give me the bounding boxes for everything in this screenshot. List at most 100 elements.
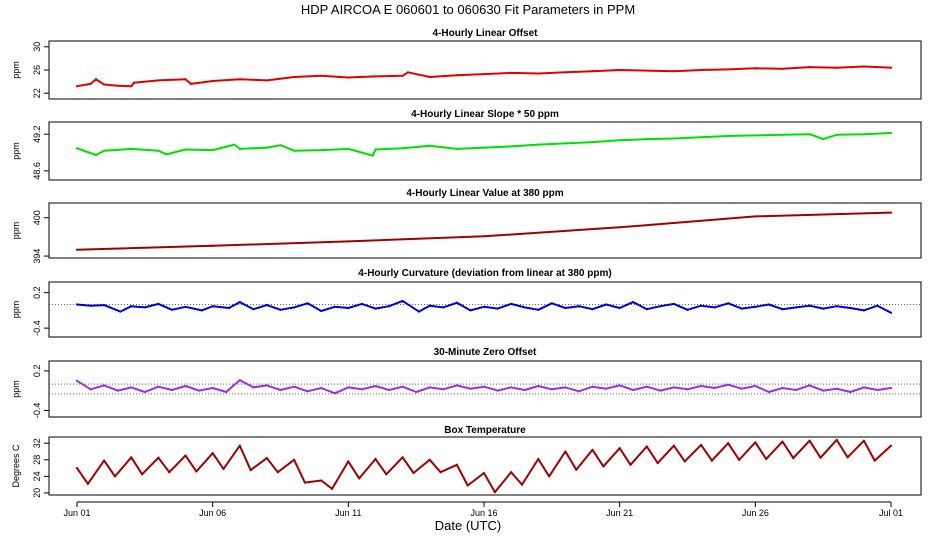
data-point [537,457,540,461]
data-point [740,387,743,390]
data-point [618,384,621,387]
data-point [520,483,524,486]
data-point [767,390,771,394]
data-point [347,386,350,389]
data-point [482,146,486,149]
data-point [292,149,296,152]
x-tick-label: Jun 11 [335,508,361,518]
data-point [333,305,336,308]
data-point [564,306,567,310]
data-point [157,79,160,82]
data-point [822,307,825,310]
data-point [189,82,193,86]
data-point [629,463,632,466]
data-point [86,482,89,485]
data-point [781,133,784,136]
y-tick-label: 28 [32,455,42,465]
data-point [862,133,865,136]
data-point [469,309,472,312]
data-point [292,75,296,79]
data-point [602,465,605,468]
data-point [198,389,201,392]
data-point [94,153,98,157]
data-point [699,384,703,388]
data-point [119,310,122,313]
data-point [306,390,309,393]
data-point [184,78,187,81]
data-point [387,305,391,308]
panel-title: Box Temperature [444,425,526,436]
y-tick-label: 22 [32,88,42,98]
data-point [767,303,771,306]
data-point [672,70,676,73]
data-point [320,479,323,482]
data-point [442,306,445,309]
data-point [591,141,594,144]
data-point [320,74,323,77]
data-point [496,307,499,310]
data-point [455,147,458,150]
data-point [157,302,160,305]
data-point [618,68,621,72]
panel-frame [48,121,922,181]
data-point [252,308,255,311]
data-point [819,456,822,459]
data-point [482,305,486,308]
data-point [672,302,676,305]
data-point [496,389,499,392]
data-point [401,385,404,388]
data-point [672,386,676,389]
data-point [157,385,160,388]
y-tick-label: 26 [32,65,42,75]
data-point [170,308,174,311]
panel-title: 4-Hourly Linear Slope * 50 ppm [411,109,559,120]
data-point [727,302,730,305]
data-point [303,481,307,484]
data-point [428,386,431,389]
data-point [740,307,743,310]
data-point [306,302,309,305]
data-point [347,240,350,243]
data-point [165,153,168,156]
data-point [493,491,496,494]
data-point [428,304,431,307]
y-tick-label: 0.2 [32,286,42,299]
data-point [157,456,160,459]
x-tick-label: Jun 01 [63,508,90,518]
data-point [618,447,621,450]
data-point [103,149,106,152]
data-point [713,386,716,390]
data-point [645,308,648,311]
data-point [659,305,662,308]
y-tick-label: 394 [32,249,42,264]
data-point [686,388,689,391]
data-point [889,211,893,214]
data-point [605,387,608,390]
data-point [808,384,811,387]
data-point [360,388,363,391]
panel-5: 30-Minute Zero Offset -0.4 0.2 ppm [11,347,922,419]
data-point [211,386,214,390]
data-point [564,71,567,74]
data-point [333,392,336,395]
data-point [406,71,410,74]
y-tick-label: -0.4 [32,403,42,419]
data-point [482,385,486,388]
series-line [76,132,892,157]
data-point [211,244,214,247]
data-point [89,388,92,391]
shared-x-axis: Jun 01 Jun 06 Jun 11 Jun 16 Jun 21 Jun 26 Jul … [63,501,903,518]
panel-1: 4-Hourly Linear Offset 22 26 30 ppm [11,28,922,100]
panel-title: 4-Hourly Linear Value at 380 ppm [406,188,563,199]
data-point [417,310,420,313]
data-point [781,386,784,390]
data-point [550,302,553,305]
data-point [754,67,757,70]
data-point [482,235,486,238]
data-point [564,142,567,145]
data-point [862,309,865,312]
data-point [279,144,282,147]
data-point [455,74,458,77]
data-point [618,306,621,310]
